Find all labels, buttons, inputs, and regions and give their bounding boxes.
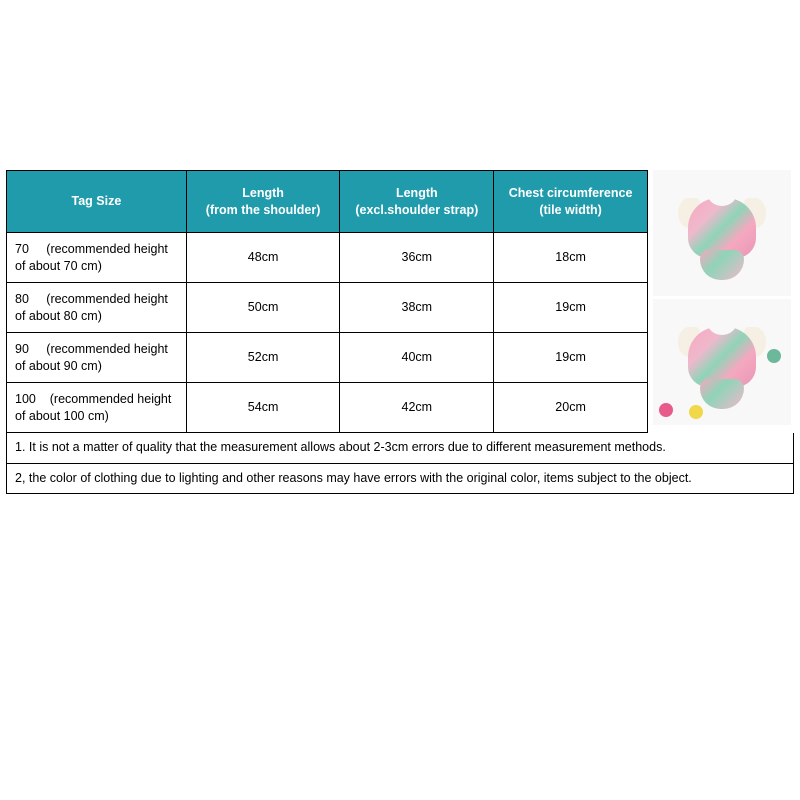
table-row: 90 (recommended height of about 90 cm) 5… [7, 333, 648, 383]
cell-chest: 19cm [494, 333, 648, 383]
cell-tag: 80 (recommended height of about 80 cm) [7, 283, 187, 333]
product-image-2 [653, 299, 791, 425]
table-row: 100 (recommended height of about 100 cm)… [7, 383, 648, 433]
tag-number: 70 [15, 241, 29, 257]
table-header-row: Tag Size Length (from the shoulder) Leng… [7, 171, 648, 233]
header-tag-size: Tag Size [7, 171, 187, 233]
pom-decoration [689, 405, 703, 419]
header-label: Length [396, 186, 438, 200]
product-images-column [648, 170, 794, 425]
header-sublabel: (excl.shoulder strap) [355, 203, 478, 217]
header-label: Tag Size [71, 194, 121, 208]
pom-decoration [659, 403, 673, 417]
romper-icon [678, 309, 766, 414]
tag-rec: (recommended height of about 100 cm) [15, 392, 171, 422]
header-length-excl: Length (excl.shoulder strap) [340, 171, 494, 233]
cell-len-excl: 36cm [340, 233, 494, 283]
tag-number: 80 [15, 291, 29, 307]
table-row: 80 (recommended height of about 80 cm) 5… [7, 283, 648, 333]
notes-block: 1. It is not a matter of quality that th… [6, 433, 794, 494]
header-label: Length [242, 186, 284, 200]
header-chest: Chest circumference (tile width) [494, 171, 648, 233]
cell-tag: 90 (recommended height of about 90 cm) [7, 333, 187, 383]
size-table-wrap: Tag Size Length (from the shoulder) Leng… [6, 170, 648, 433]
cell-chest: 19cm [494, 283, 648, 333]
cell-len-shoulder: 48cm [186, 233, 340, 283]
tag-rec: (recommended height of about 80 cm) [15, 292, 168, 322]
cell-chest: 20cm [494, 383, 648, 433]
tag-rec: (recommended height of about 90 cm) [15, 342, 168, 372]
tag-number: 100 [15, 391, 36, 407]
cell-len-shoulder: 52cm [186, 333, 340, 383]
header-length-shoulder: Length (from the shoulder) [186, 171, 340, 233]
product-image-1 [653, 170, 791, 296]
size-table: Tag Size Length (from the shoulder) Leng… [6, 170, 648, 433]
tag-rec: (recommended height of about 70 cm) [15, 242, 168, 272]
cell-len-excl: 38cm [340, 283, 494, 333]
tag-number: 90 [15, 341, 29, 357]
romper-icon [678, 180, 766, 285]
note-2: 2, the color of clothing due to lighting… [7, 464, 793, 494]
pom-decoration [767, 349, 781, 363]
cell-chest: 18cm [494, 233, 648, 283]
table-body: 70 (recommended height of about 70 cm) 4… [7, 233, 648, 433]
header-sublabel: (tile width) [539, 203, 602, 217]
cell-len-shoulder: 50cm [186, 283, 340, 333]
cell-len-excl: 40cm [340, 333, 494, 383]
note-1: 1. It is not a matter of quality that th… [7, 433, 793, 464]
header-sublabel: (from the shoulder) [206, 203, 321, 217]
table-row: 70 (recommended height of about 70 cm) 4… [7, 233, 648, 283]
table-and-images-row: Tag Size Length (from the shoulder) Leng… [6, 170, 794, 433]
cell-len-excl: 42cm [340, 383, 494, 433]
size-chart-block: Tag Size Length (from the shoulder) Leng… [6, 170, 794, 494]
cell-tag: 100 (recommended height of about 100 cm) [7, 383, 187, 433]
cell-tag: 70 (recommended height of about 70 cm) [7, 233, 187, 283]
cell-len-shoulder: 54cm [186, 383, 340, 433]
header-label: Chest circumference [509, 186, 633, 200]
